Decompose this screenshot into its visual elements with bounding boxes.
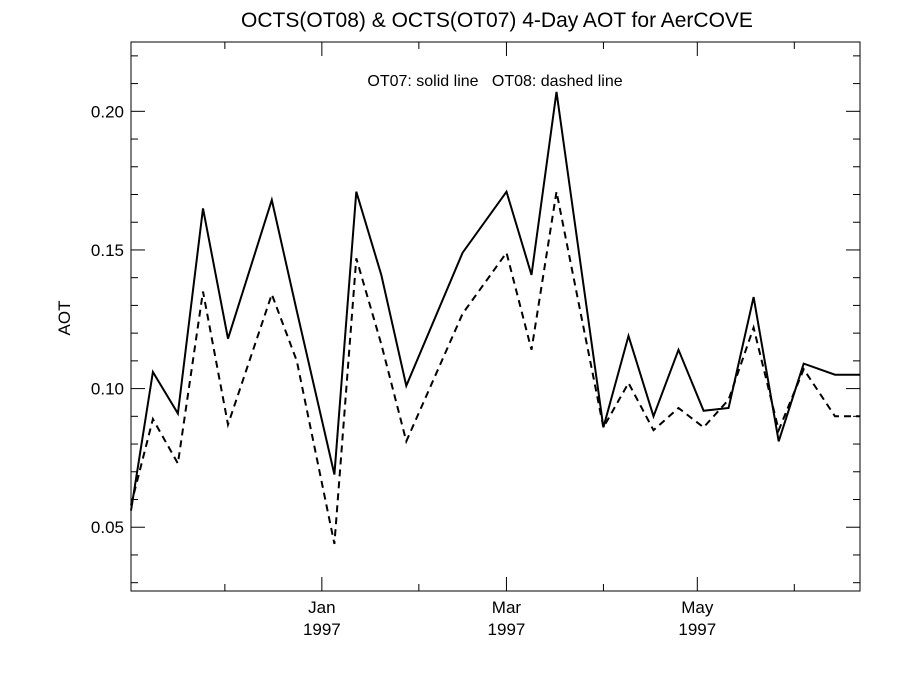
x-tick-label-month: Mar xyxy=(492,598,522,617)
series-layer xyxy=(130,91,860,545)
y-tick-label: 0.10 xyxy=(91,380,124,399)
x-tick-label-year: 1997 xyxy=(488,620,526,639)
tick-labels-layer: 0.05 0.10 0.15 0.20 Jan 1997 Mar 1997 May 1997 xyxy=(91,102,716,639)
x-tick-label-year: 1997 xyxy=(678,620,716,639)
x-tick-label-year: 1997 xyxy=(303,620,341,639)
y-tick-label: 0.05 xyxy=(91,518,124,537)
legend-annotation: OT07: solid line OT08: dashed line xyxy=(367,73,622,90)
series-line-ot08 xyxy=(130,191,860,545)
x-tick-label-month: Jan xyxy=(308,598,335,617)
x-tick-label-month: May xyxy=(681,598,714,617)
y-axis-title: AOT xyxy=(55,301,74,336)
chart-title: OCTS(OT08) & OCTS(OT07) 4-Day AOT for Ae… xyxy=(241,9,753,32)
ticks-layer xyxy=(131,42,860,591)
plot-frame xyxy=(130,41,861,592)
y-tick-label: 0.15 xyxy=(91,241,124,260)
series-line-ot07 xyxy=(130,91,860,511)
y-tick-label: 0.20 xyxy=(91,102,124,121)
